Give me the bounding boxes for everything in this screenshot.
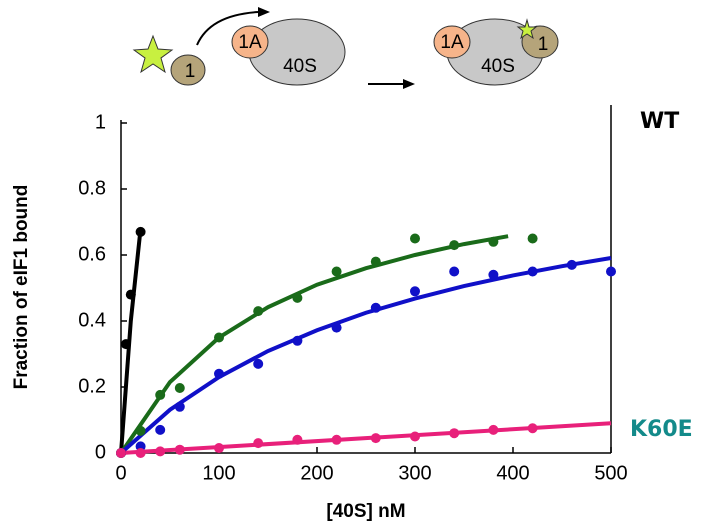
- x-axis-label: [40S] nM: [326, 501, 405, 522]
- data-point: [488, 425, 498, 435]
- data-point: [136, 426, 146, 436]
- annotation: K60E: [630, 417, 693, 442]
- data-point: [332, 435, 342, 445]
- data-point: [292, 293, 302, 303]
- data-point: [175, 402, 185, 412]
- x-tick-label: 400: [496, 462, 529, 484]
- data-point: [175, 383, 185, 393]
- data-point: [155, 390, 165, 400]
- data-point: [371, 257, 381, 267]
- chart: 1 1A 40S 1A 1 40S Fraction of eIF1 bound…: [0, 0, 713, 530]
- data-point: [155, 446, 165, 456]
- data-point: [136, 448, 146, 458]
- y-tick-label: 0: [95, 441, 106, 463]
- data-point: [449, 240, 459, 250]
- data-point: [214, 369, 224, 379]
- x-tick-label: 500: [594, 462, 627, 484]
- data-point: [488, 237, 498, 247]
- y-tick-label: 0.6: [78, 243, 106, 265]
- data-point: [332, 267, 342, 277]
- data-point: [528, 423, 538, 433]
- diagram-label: 1: [185, 61, 196, 82]
- data-point: [121, 339, 131, 349]
- data-point: [253, 438, 263, 448]
- fit-curve: [121, 236, 508, 453]
- y-tick-label: 1: [95, 111, 106, 133]
- data-point: [136, 227, 146, 237]
- data-point: [528, 234, 538, 244]
- data-point: [371, 433, 381, 443]
- annotation: WT: [640, 109, 679, 134]
- data-point: [126, 290, 136, 300]
- data-point: [155, 425, 165, 435]
- data-point: [371, 303, 381, 313]
- data-point: [175, 445, 185, 455]
- data-point: [410, 432, 420, 442]
- data-point: [116, 448, 126, 458]
- data-point: [449, 267, 459, 277]
- y-tick-label: 0.8: [78, 177, 106, 199]
- x-tick-label: 200: [300, 462, 333, 484]
- data-point: [488, 270, 498, 280]
- diagram-label: 40S: [283, 56, 317, 77]
- data-point: [253, 359, 263, 369]
- diagram-label: 1: [538, 34, 549, 55]
- data-point: [214, 333, 224, 343]
- diagram-label: 1A: [238, 32, 262, 53]
- data-point: [292, 435, 302, 445]
- star: [134, 36, 172, 72]
- data-point: [253, 306, 263, 316]
- data-point: [410, 286, 420, 296]
- arrowhead: [258, 7, 270, 17]
- x-tick-label: 100: [202, 462, 235, 484]
- data-point: [214, 443, 224, 453]
- x-tick-label: 0: [115, 462, 126, 484]
- x-tick-label: 300: [398, 462, 431, 484]
- diagram: 1 1A 40S 1A 1 40S: [134, 7, 558, 89]
- diagram-label: 40S: [481, 56, 515, 77]
- y-axis-label: Fraction of eIF1 bound: [11, 185, 32, 390]
- data-point: [410, 234, 420, 244]
- data-point: [567, 260, 577, 270]
- data-point: [449, 428, 459, 438]
- data-point: [332, 323, 342, 333]
- data-point: [292, 336, 302, 346]
- data-point: [528, 267, 538, 277]
- arrowhead: [403, 79, 415, 89]
- diagram-label: 1A: [440, 32, 464, 53]
- data-point: [606, 267, 616, 277]
- fit-curve: [121, 258, 611, 453]
- y-tick-label: 0.2: [78, 375, 106, 397]
- y-tick-label: 0.4: [78, 309, 106, 331]
